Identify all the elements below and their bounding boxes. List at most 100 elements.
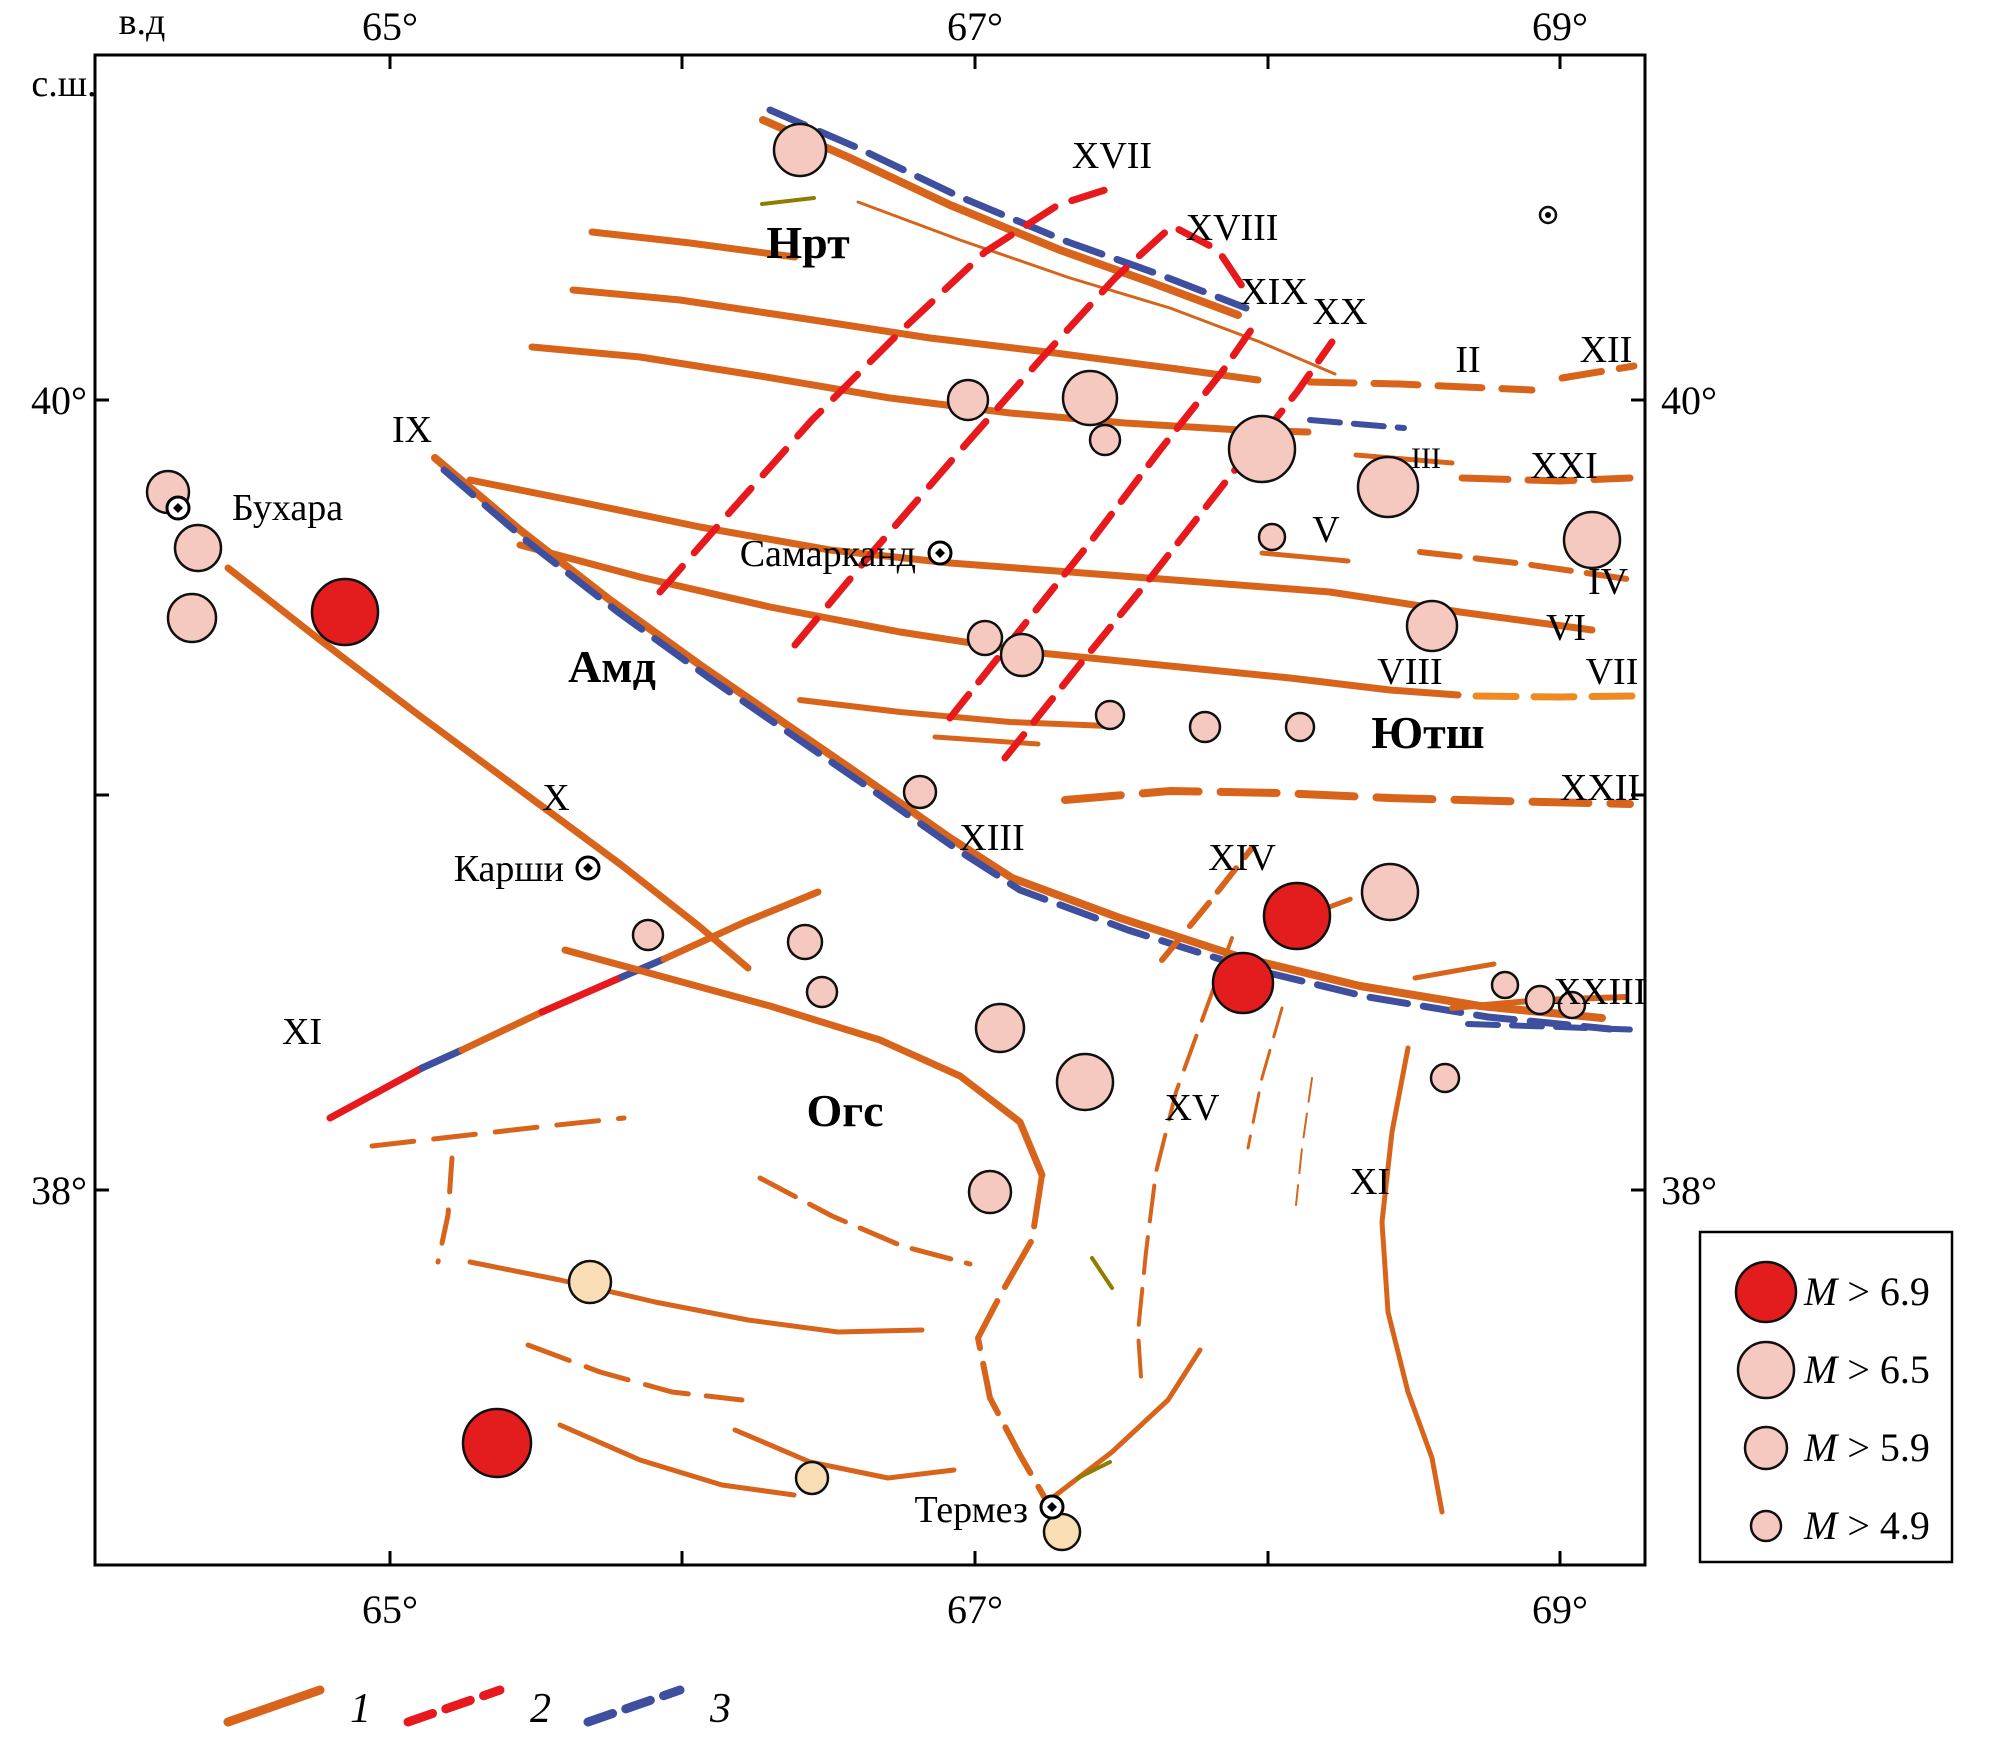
lon-label-bottom: 69° xyxy=(1532,1587,1588,1632)
earthquake-cream xyxy=(794,1460,830,1496)
fault-label-xviii: XVIII xyxy=(1186,207,1279,249)
fault-label-xxiii: XXIII xyxy=(1554,971,1647,1013)
earthquake-m59 xyxy=(166,592,218,644)
earthquake-m59 xyxy=(805,975,839,1009)
fault-f2 xyxy=(569,286,1262,384)
fault-label-xx: XX xyxy=(1313,291,1368,333)
legend-label-m69: M > 6.9 xyxy=(1803,1269,1930,1314)
fault-label-xi: XI xyxy=(282,1011,322,1053)
earthquake-m59 xyxy=(786,923,824,961)
city-label: Карши xyxy=(454,848,564,890)
earthquake-m59 xyxy=(631,918,665,952)
fault-north-boundary xyxy=(759,116,1242,319)
earthquake-m49 xyxy=(1088,423,1122,457)
axis-corner-lat: с.ш. xyxy=(31,63,96,105)
earthquake-m69 xyxy=(1262,881,1332,951)
fault-bottom-3 xyxy=(557,1422,797,1498)
legend-label-m59: M > 5.9 xyxy=(1803,1425,1930,1470)
fault-bottom-5 xyxy=(732,1427,957,1481)
fault-label-xiii: XIII xyxy=(959,817,1024,859)
fault-xviii-line xyxy=(791,222,1250,649)
legend-symbol-m49 xyxy=(1749,1509,1783,1543)
fault-xv-3 xyxy=(1295,1077,1313,1206)
lon-label-bottom: 65° xyxy=(362,1587,418,1632)
fault-label-xi: XI xyxy=(1350,1161,1390,1203)
fault-dash-a xyxy=(369,1115,627,1149)
fault-xi-orange-1 xyxy=(458,1008,546,1054)
fault-label-xii: XII xyxy=(1580,329,1633,371)
fault-ix xyxy=(431,454,1606,1022)
fault-blue-iii xyxy=(1307,417,1407,431)
lon-label-top: 65° xyxy=(362,4,418,49)
earthquake-m65 xyxy=(1360,862,1420,922)
fault-bottom-2 xyxy=(525,1342,745,1403)
fault-xii-line xyxy=(1558,362,1638,382)
fault-xv-2 xyxy=(1246,1006,1284,1150)
lat-label-left: 38° xyxy=(31,1168,87,1213)
fault-ix-blue xyxy=(440,466,1614,1033)
earthquake-cream xyxy=(1042,1512,1082,1552)
fault-iv-line xyxy=(1417,549,1637,583)
earthquake-m49 xyxy=(1490,970,1520,1000)
fault-x xyxy=(224,564,752,972)
lon-label-top: 69° xyxy=(1532,4,1588,49)
earthquake-m49 xyxy=(1557,990,1587,1020)
earthquake-m49 xyxy=(1188,710,1222,744)
earthquake-m49 xyxy=(1429,1062,1461,1094)
fault-olive-2 xyxy=(1076,1460,1112,1480)
cities-layer: Бухара Самарканд Карши Термез xyxy=(165,487,1065,1531)
fault-nrt-short xyxy=(588,228,799,261)
earthquake-m65 xyxy=(1405,599,1459,653)
fault-xv-1 xyxy=(1136,936,1234,1394)
line-legend-sample-3 xyxy=(583,1685,685,1727)
legend-label-m49: M > 4.9 xyxy=(1803,1503,1930,1548)
axis-corner-lon: в.д xyxy=(119,1,166,43)
fault-label-xvii: XVII xyxy=(1072,135,1152,177)
city-label: Термез xyxy=(915,1489,1028,1531)
fault-bottom-4 xyxy=(757,1175,973,1267)
fault-label-vii: VII xyxy=(1586,651,1639,693)
fault-dash-b xyxy=(435,1155,455,1265)
earthquakes-layer xyxy=(145,122,1622,1552)
earthquake-m59 xyxy=(999,632,1045,678)
earthquake-m65 xyxy=(1227,414,1297,484)
fault-xxii-line xyxy=(1061,787,1634,808)
earthquake-m69 xyxy=(1211,951,1275,1015)
fault-xiv-line xyxy=(1159,845,1255,963)
earthquake-m65 xyxy=(1061,369,1119,427)
earthquake-m65 xyxy=(1055,1052,1115,1112)
map-frame xyxy=(93,53,1647,1567)
legend-symbol-m69 xyxy=(1734,1260,1798,1324)
region-label: Амд xyxy=(568,641,656,692)
fault-xi-orange-2 xyxy=(660,888,822,963)
line-legend-num-2: 2 xyxy=(530,1686,551,1732)
city-label: Бухара xyxy=(232,487,343,529)
line-legend-num-1: 1 xyxy=(350,1686,371,1732)
fault-ii-line xyxy=(1306,378,1536,394)
earthquake-cream xyxy=(567,1259,613,1305)
earthquake-m65 xyxy=(1562,510,1622,570)
city-marker-dot xyxy=(583,863,593,873)
axes-layer: 65° 67° 69° 65° 67° 69° 40° 38° 40° 38° в.д с.ш. xyxy=(31,1,1717,1632)
fault-label-xiv: XIV xyxy=(1208,837,1276,879)
city-label: Самарканд xyxy=(740,533,916,575)
fault-label-ix: IX xyxy=(392,409,432,451)
earthquake-m69 xyxy=(461,1407,533,1479)
fault-v-line xyxy=(1259,550,1351,564)
fault-label-vi: VI xyxy=(1546,607,1586,649)
region-label: Огс xyxy=(806,1085,883,1136)
earthquake-m65 xyxy=(1356,455,1420,519)
fault-label-viii: VIII xyxy=(1377,651,1442,693)
city-marker-dot xyxy=(935,548,945,558)
fault-label-xv: XV xyxy=(1165,1087,1220,1129)
faults-layer xyxy=(224,106,1645,1515)
lat-label-right: 40° xyxy=(1661,378,1717,423)
earthquake-m59 xyxy=(967,1169,1013,1215)
region-label: Нрт xyxy=(766,217,850,268)
earthquake-m59 xyxy=(902,774,938,810)
fault-xxiii-blue xyxy=(1465,1021,1645,1033)
fault-xi-red-2 xyxy=(538,973,626,1016)
